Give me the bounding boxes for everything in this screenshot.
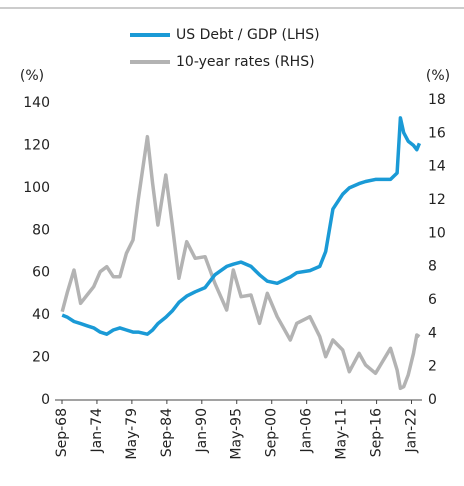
x-tick-label: Sep-16: [369, 408, 385, 457]
x-tick-label: Jan-06: [299, 408, 315, 454]
x-tick-label: Sep-68: [54, 408, 70, 457]
y2-tick-label: 18: [428, 92, 446, 108]
y2-tick-label: 16: [428, 125, 446, 141]
x-tick-label: Jan-74: [89, 408, 105, 454]
x-tick-label: May-95: [229, 408, 245, 460]
y2-tick-label: 4: [428, 325, 437, 341]
y2-tick-label: 8: [428, 259, 437, 275]
series-line: [60, 134, 421, 391]
y-tick-label: 20: [32, 350, 50, 366]
y2-tick-label: 12: [428, 192, 446, 208]
y-tick-label: 40: [32, 307, 50, 323]
y2-tick-label: 2: [428, 359, 437, 375]
y-tick-label: 120: [23, 137, 50, 153]
y-tick-label: 100: [23, 180, 50, 196]
y2-tick-label: 14: [428, 159, 446, 175]
series-line: [61, 116, 422, 336]
x-tick-label: Jan-22: [404, 408, 420, 453]
x-tick-label: May-11: [334, 408, 350, 460]
legend-label: US Debt / GDP (LHS): [176, 27, 320, 43]
legend-label: 10-year rates (RHS): [176, 54, 315, 70]
y-tick-label: 0: [41, 392, 50, 408]
y-axis-label: (%): [20, 68, 44, 84]
x-tick-label: Jan-90: [194, 408, 210, 453]
x-tick-label: Sep-84: [159, 408, 175, 457]
y-tick-label: 60: [32, 265, 50, 281]
y-tick-label: 140: [23, 95, 50, 111]
x-tick-label: Sep-00: [264, 408, 280, 457]
y2-axis-label: (%): [426, 68, 450, 84]
y-tick-label: 80: [32, 222, 50, 238]
y2-tick-label: 10: [428, 225, 446, 241]
y2-tick-label: 0: [428, 392, 437, 408]
y2-tick-label: 6: [428, 292, 437, 308]
x-tick-label: May-79: [124, 408, 140, 460]
